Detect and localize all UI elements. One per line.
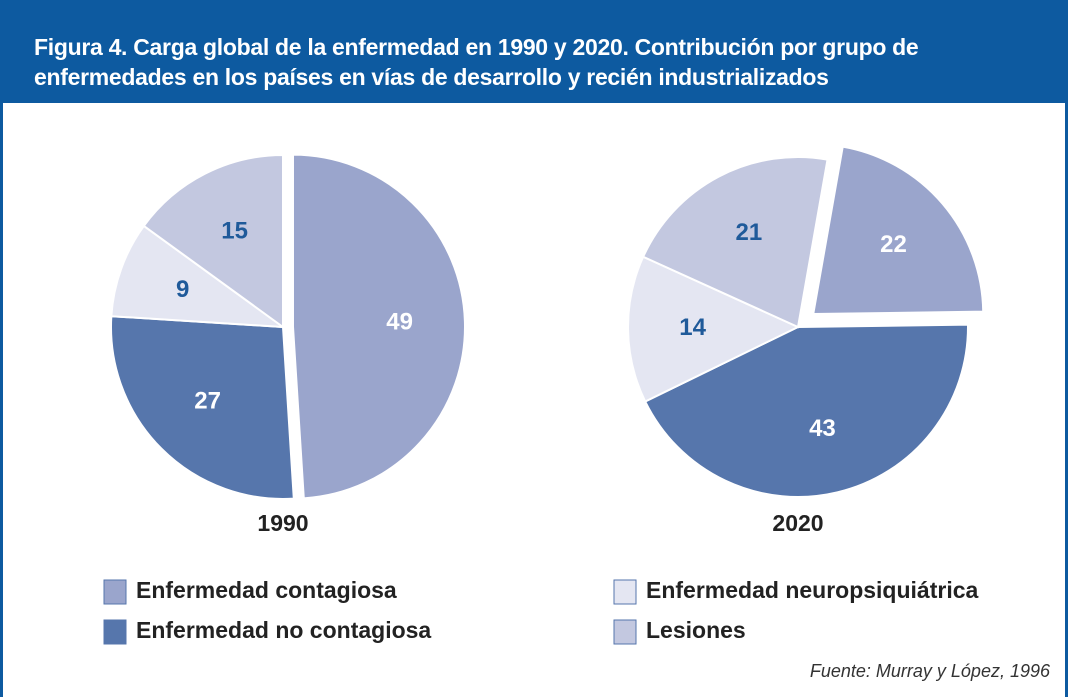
pie-title: 1990 (257, 510, 308, 536)
legend-label: Lesiones (646, 617, 746, 643)
data-label: 22 (880, 231, 907, 258)
legend-swatch (613, 579, 637, 605)
source: Fuente: Murray y López, 1996 (810, 661, 1051, 681)
data-label: 43 (809, 415, 836, 442)
data-label: 49 (386, 309, 413, 336)
legend-swatch (613, 619, 637, 645)
data-label: 21 (735, 219, 762, 246)
pie-slice (142, 153, 284, 329)
pie-slice (291, 153, 466, 500)
pie-title: 2020 (772, 510, 823, 536)
data-label: 14 (679, 314, 706, 341)
legend-label: Enfermedad contagiosa (136, 577, 397, 603)
legend-label: Enfermedad no contagiosa (136, 617, 431, 643)
data-label: 27 (194, 388, 221, 415)
data-label: 9 (176, 276, 189, 303)
pie-slice (812, 145, 985, 316)
pie-slice (641, 156, 829, 329)
pie-slice (110, 224, 287, 329)
legend-swatch (103, 619, 127, 645)
pie-slice (110, 315, 295, 500)
legend-label: Enfermedad neuropsiquiátrica (646, 577, 979, 603)
legend-swatch (103, 579, 127, 605)
figure-title: Figura 4. Carga global de la enfermedad … (0, 0, 1068, 103)
data-label: 15 (221, 217, 248, 244)
pie-slice (627, 255, 801, 403)
pie-slice (643, 323, 969, 498)
